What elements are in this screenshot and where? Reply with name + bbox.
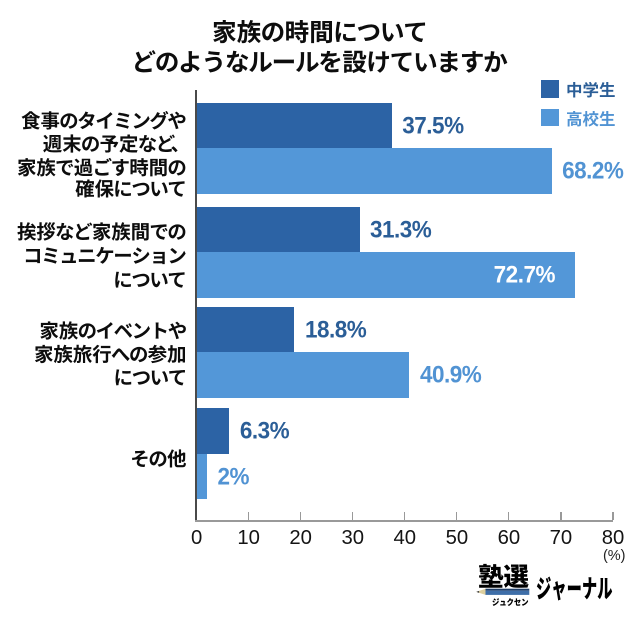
y-axis-spine [195, 89, 197, 522]
value-label-0-2: 18.8% [304, 307, 367, 353]
x-tick-label-20: 20 [289, 526, 312, 549]
value-label-1-0: 68.2% [562, 148, 624, 194]
value-label-text: 31.3% [370, 215, 432, 243]
legend-swatch-kokosei [540, 108, 559, 126]
x-tick-50 [456, 512, 458, 521]
value-label-text: 6.3% [239, 417, 290, 445]
legend-swatch-chugakusei [540, 80, 559, 98]
value-label-0-0: 37.5% [402, 103, 464, 149]
x-axis-line [195, 520, 614, 522]
chart-title-line-2 [135, 49, 508, 73]
x-tick-70 [560, 512, 562, 521]
legend-label-chugakusei [566, 82, 615, 98]
value-label-text: 40.9% [419, 361, 482, 389]
logo-reading-text [491, 597, 528, 606]
value-label-text: 2% [217, 462, 250, 490]
x-tick-label-50: 50 [445, 526, 469, 549]
x-tick-30 [352, 512, 354, 521]
category-label-0 [17, 110, 186, 198]
bar-0-0 [196, 102, 392, 149]
value-label-1-2: 40.9% [419, 352, 482, 398]
bar-1-3 [196, 453, 207, 500]
value-label-text: 72.7% [493, 261, 556, 289]
value-label-1-1: 72.7% [197, 252, 556, 298]
bar-0-1 [196, 206, 360, 253]
x-tick-label-30: 30 [341, 526, 365, 549]
value-label-text: 37.5% [402, 111, 464, 139]
x-tick-label-10: 10 [237, 526, 260, 549]
category-label-2 [34, 321, 186, 386]
x-tick-label-60: 60 [497, 526, 521, 549]
x-tick-label-80: 80 [601, 526, 625, 549]
value-label-text: 18.8% [304, 315, 367, 343]
bar-0-2 [196, 306, 295, 353]
x-axis-unit-label: (%) [602, 548, 626, 564]
x-tick-80 [612, 512, 614, 521]
pencil-icon [476, 588, 530, 595]
category-label-1 [17, 221, 186, 288]
bar-1-2 [196, 352, 410, 398]
category-label-3 [131, 449, 186, 468]
value-label-0-3: 6.3% [239, 408, 290, 454]
x-tick-40 [404, 512, 406, 521]
x-tick-10 [248, 512, 250, 521]
logo-brand-text [478, 563, 529, 588]
chart-title-line-1 [213, 19, 426, 43]
logo-suffix-text [537, 576, 613, 601]
x-tick-label-40: 40 [393, 526, 417, 549]
x-tick-20 [300, 512, 302, 521]
bar-1-1 [196, 252, 575, 298]
legend-label-kokosei [566, 110, 615, 127]
x-tick-label-0: 0 [190, 526, 203, 549]
bar-1-0 [196, 148, 552, 194]
value-label-0-1: 31.3% [370, 207, 432, 253]
x-tick-label-70: 70 [549, 526, 573, 549]
value-label-text: 68.2% [562, 157, 624, 185]
value-label-1-3: 2% [218, 454, 250, 500]
bar-0-3 [196, 408, 230, 454]
x-tick-60 [508, 512, 510, 521]
